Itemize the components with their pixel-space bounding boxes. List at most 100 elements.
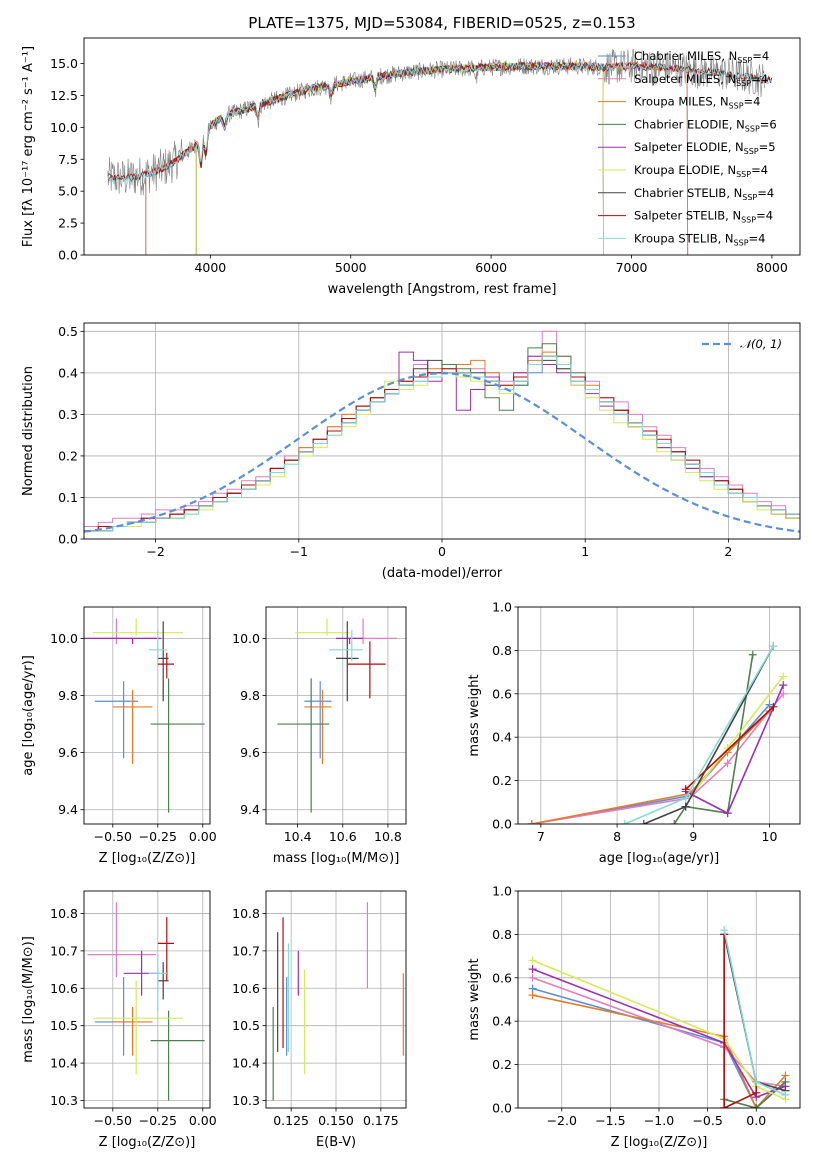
- legend-tail: =6: [760, 117, 777, 131]
- histogram-kroupa-miles: [84, 351, 800, 539]
- data-point-marker: [720, 926, 729, 935]
- model-spectrum-kroupa-miles: [145, 61, 689, 255]
- legend-tail: =4: [756, 209, 773, 223]
- legend-entry: Chabrier MILES, NSSP=4: [634, 49, 769, 65]
- series-line: [531, 704, 771, 824]
- errorbar-kroupa-stelib: [148, 629, 167, 662]
- x-tick-label: −0.25: [139, 829, 177, 844]
- y-axis-label: age [log₁₀(age/yr)]: [21, 655, 36, 776]
- histogram-kroupa-elodie: [84, 355, 800, 539]
- legend-subscript: SSP: [741, 216, 756, 225]
- series-chabrier-elodie: [670, 650, 757, 824]
- chart-title: PLATE=1375, MJD=53084, FIBERID=0525, z=0…: [248, 14, 635, 32]
- series-line: [531, 710, 771, 824]
- x-tick-label: 0.125: [273, 1113, 309, 1128]
- x-tick-label: 10.4: [284, 829, 312, 844]
- plot-area: [84, 330, 800, 539]
- y-tick-label: 9.8: [240, 688, 260, 703]
- x-tick-label: 7: [537, 829, 545, 844]
- legend-tail: =4: [744, 95, 761, 109]
- plot-area: [528, 926, 790, 1108]
- legend-tail: =5: [759, 140, 776, 154]
- data-point-marker: [528, 991, 537, 1000]
- x-tick-label: −1.0: [644, 1113, 674, 1128]
- data-point-marker: [681, 802, 690, 811]
- histogram-salpeter-miles: [84, 330, 800, 539]
- legend-entry: Chabrier ELODIE, NSSP=6: [634, 117, 777, 133]
- x-tick-label: 0.00: [189, 829, 217, 844]
- y-tick-label: 10.5: [232, 1018, 260, 1033]
- errorbar-kroupa-elodie: [93, 980, 183, 1075]
- model-spectrum-kroupa-elodie: [195, 61, 604, 255]
- y-tick-label: 10.8: [232, 906, 260, 921]
- legend-subscript: SSP: [736, 170, 751, 179]
- axes-frame: [517, 606, 801, 825]
- panel-residuals: −2 −1 0 1 2 0.0 0.1 0.2 0.3 0.4 0.5 (data-model)/er…: [21, 322, 801, 581]
- series-line: [532, 977, 786, 1088]
- x-tick-label: −2: [146, 544, 164, 559]
- x-tick-label: 2: [724, 544, 732, 559]
- data-point-marker: [528, 956, 537, 965]
- normal-reference-curve: [84, 372, 800, 533]
- data-point-marker: [752, 1088, 761, 1097]
- y-tick-label: 9.8: [58, 688, 78, 703]
- legend-entry: Kroupa STELIB, NSSP=4: [634, 231, 765, 247]
- y-tick-label: 0.2: [58, 448, 78, 463]
- legend-label: Chabrier MILES, N: [634, 49, 737, 63]
- series-line: [531, 693, 784, 824]
- legend-label: Chabrier ELODIE, N: [634, 117, 745, 131]
- y-tick-label: 9.6: [240, 745, 260, 760]
- model-spectrum-chabrier-miles: [145, 60, 689, 255]
- y-tick-label: 10.4: [232, 1056, 260, 1071]
- series-salpeter-elodie: [681, 681, 788, 818]
- data-point-marker: [620, 820, 629, 824]
- errorbar-chabrier-miles: [94, 681, 138, 759]
- plot-area: [84, 618, 205, 813]
- y-tick-label: 10.0: [50, 631, 78, 646]
- y-tick-label: 0.3: [58, 407, 78, 422]
- legend-entry: Salpeter ELODIE, NSSP=5: [634, 140, 776, 156]
- model-spectrum-salpeter-stelib: [107, 61, 772, 182]
- y-tick-label: 10.5: [50, 1018, 78, 1033]
- y-tick-label: 7.5: [58, 152, 78, 167]
- y-tick-label: 0.0: [492, 1101, 512, 1116]
- axes-frame: [83, 606, 211, 825]
- legend-subscript: SSP: [737, 56, 752, 65]
- legend-label: Chabrier STELIB, N: [634, 186, 742, 200]
- x-tick-label: 0.150: [318, 1113, 354, 1128]
- legend-entry: Kroupa MILES, NSSP=4: [634, 95, 760, 111]
- series-chabrier-stelib: [639, 642, 778, 824]
- grid: [84, 607, 210, 824]
- grid: [84, 323, 800, 540]
- x-axis-label: E(B-V): [316, 1135, 356, 1150]
- errorbar-chabrier-elodie: [277, 678, 330, 813]
- x-tick-label: −1: [290, 544, 308, 559]
- x-tick-label: −0.5: [692, 1113, 722, 1128]
- legend-label: Kroupa MILES, N: [634, 95, 729, 109]
- legend-label: Kroupa ELODIE, N: [634, 163, 736, 177]
- residual-legend: 𝒩(0, 1): [702, 337, 782, 351]
- panel-age-vs-mass: 10.4 10.6 10.8 9.4 9.6 9.8 10.0 mass [log₁₀(M/M…: [232, 606, 407, 866]
- x-tick-label: 10: [762, 829, 778, 844]
- y-tick-label: 0.4: [58, 365, 78, 380]
- y-tick-label: 10.3: [232, 1093, 260, 1108]
- errorbar-salpeter-miles: [87, 618, 156, 645]
- plot-area: [272, 902, 404, 1101]
- x-tick-label: 0.175: [363, 1113, 399, 1128]
- y-tick-label: 0.0: [58, 532, 78, 547]
- y-tick-label: 10.6: [232, 981, 260, 996]
- histogram-chabrier-stelib: [84, 359, 800, 539]
- panel-age-vs-Z: −0.50 −0.25 0.00 9.4 9.6 9.8 10.0 Z [log₁₀(Z/Z⊙…: [21, 606, 217, 866]
- x-tick-label: −0.25: [139, 1113, 177, 1128]
- plot-area: [277, 618, 397, 813]
- data-point-marker: [528, 965, 537, 974]
- y-tick-label: 0.8: [492, 927, 512, 942]
- legend-entry: 𝒩(0, 1): [740, 337, 782, 351]
- x-tick-label: 6000: [475, 260, 507, 275]
- errorbar-salpeter-miles: [347, 618, 397, 645]
- legend-tail: =4: [749, 231, 766, 245]
- panel-massweight-vs-Z: −2.0 −1.5 −1.0 −0.5 0.0 0.0 0.2 0.4 0.6 0.8 1.0 Z […: [467, 884, 801, 1150]
- legend-subscript: SSP: [744, 147, 759, 156]
- errorbar-kroupa-miles: [112, 1006, 153, 1056]
